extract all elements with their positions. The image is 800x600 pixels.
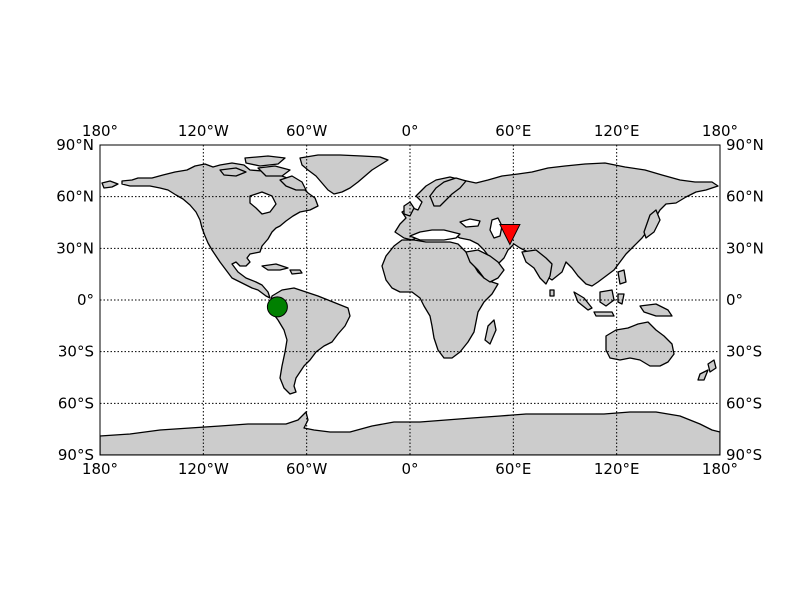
lon-label-top: 120°E [594, 122, 640, 140]
land-arctic-island-1 [244, 155, 286, 167]
hudson-bay [249, 191, 277, 215]
lon-label-top: 180° [702, 122, 738, 140]
land-greenland [299, 154, 389, 195]
land-africa [381, 239, 499, 359]
station-marker-circle [266, 296, 288, 318]
lat-label-right: 90°S [726, 446, 762, 464]
land-borneo [599, 289, 615, 307]
lon-label-bottom: 120°E [594, 460, 640, 478]
lon-label-top: 0° [401, 122, 418, 140]
map-frame [99, 144, 721, 456]
land-australia [605, 321, 675, 367]
land-new-guinea [639, 303, 673, 317]
land-baffin-island [279, 175, 307, 191]
lat-label-right: 60°N [726, 188, 764, 206]
lat-label-left: 90°N [56, 136, 94, 154]
lat-label-right: 60°S [726, 394, 762, 412]
lon-label-bottom: 60°W [286, 460, 328, 478]
land-great-britain [403, 201, 415, 217]
lon-label-bottom: 180° [702, 460, 738, 478]
land-philippines [617, 269, 627, 285]
land-cuba [261, 263, 289, 271]
black-sea [459, 218, 481, 228]
land-scandinavia [429, 177, 467, 207]
land-hispaniola [289, 269, 303, 275]
land-new-zealand-south [697, 369, 709, 381]
land-arctic-island-2 [257, 165, 291, 177]
lat-label-left: 30°S [58, 343, 94, 361]
lon-label-top: 60°W [286, 122, 328, 140]
lat-label-right: 90°N [726, 136, 764, 154]
land-alaska-tip [101, 180, 119, 189]
lon-label-bottom: 0° [401, 460, 418, 478]
mediterranean-sea [409, 229, 461, 241]
lon-label-bottom: 180° [82, 460, 118, 478]
lat-label-left: 0° [77, 291, 94, 309]
lat-label-left: 90°S [58, 446, 94, 464]
land-sri-lanka [549, 289, 555, 297]
land-arabia [465, 249, 505, 283]
lat-label-left: 60°S [58, 394, 94, 412]
lat-label-right: 30°S [726, 343, 762, 361]
land-japan [643, 209, 661, 239]
lat-label-left: 60°N [56, 188, 94, 206]
lon-label-top: 60°E [495, 122, 531, 140]
land-new-zealand-north [707, 359, 717, 373]
caspian-sea [489, 217, 503, 239]
lon-label-top: 120°W [178, 122, 229, 140]
land-madagascar [484, 319, 497, 345]
lon-label-top: 180° [82, 122, 118, 140]
land-java [593, 311, 615, 317]
lat-label-right: 30°N [726, 239, 764, 257]
lon-label-bottom: 60°E [495, 460, 531, 478]
lat-label-right: 0° [726, 291, 743, 309]
land-arctic-island-3 [219, 167, 247, 177]
lon-label-bottom: 120°W [178, 460, 229, 478]
event-marker-triangle [499, 224, 521, 246]
land-india [521, 249, 553, 285]
lat-label-left: 30°N [56, 239, 94, 257]
land-sulawesi [617, 293, 625, 305]
